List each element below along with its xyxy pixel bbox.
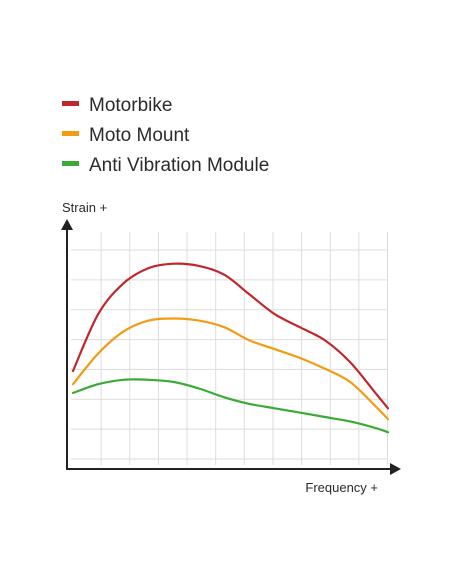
series-line-motorbike [71,262,390,410]
legend-entry-label: Moto Mount [89,125,190,146]
x-axis-arrow-icon [390,463,401,475]
axes [61,219,401,475]
legend-swatch [62,161,79,166]
series-line-moto-mount [71,317,390,421]
y-axis-arrow-icon [61,219,73,230]
legend-entry-label: Motorbike [89,95,172,116]
x-axis-label: Frequency + [305,480,378,495]
y-axis-label: Strain + [62,200,107,215]
grid [71,232,388,465]
series-layer [71,262,390,434]
legend-swatch [62,131,79,136]
legend-swatch [62,101,79,106]
legend-entry-label: Anti Vibration Module [89,155,269,176]
series-line-anti-vibration-module [71,378,390,434]
legend: Motorbike Moto Mount Anti Vibration Module [62,95,269,176]
